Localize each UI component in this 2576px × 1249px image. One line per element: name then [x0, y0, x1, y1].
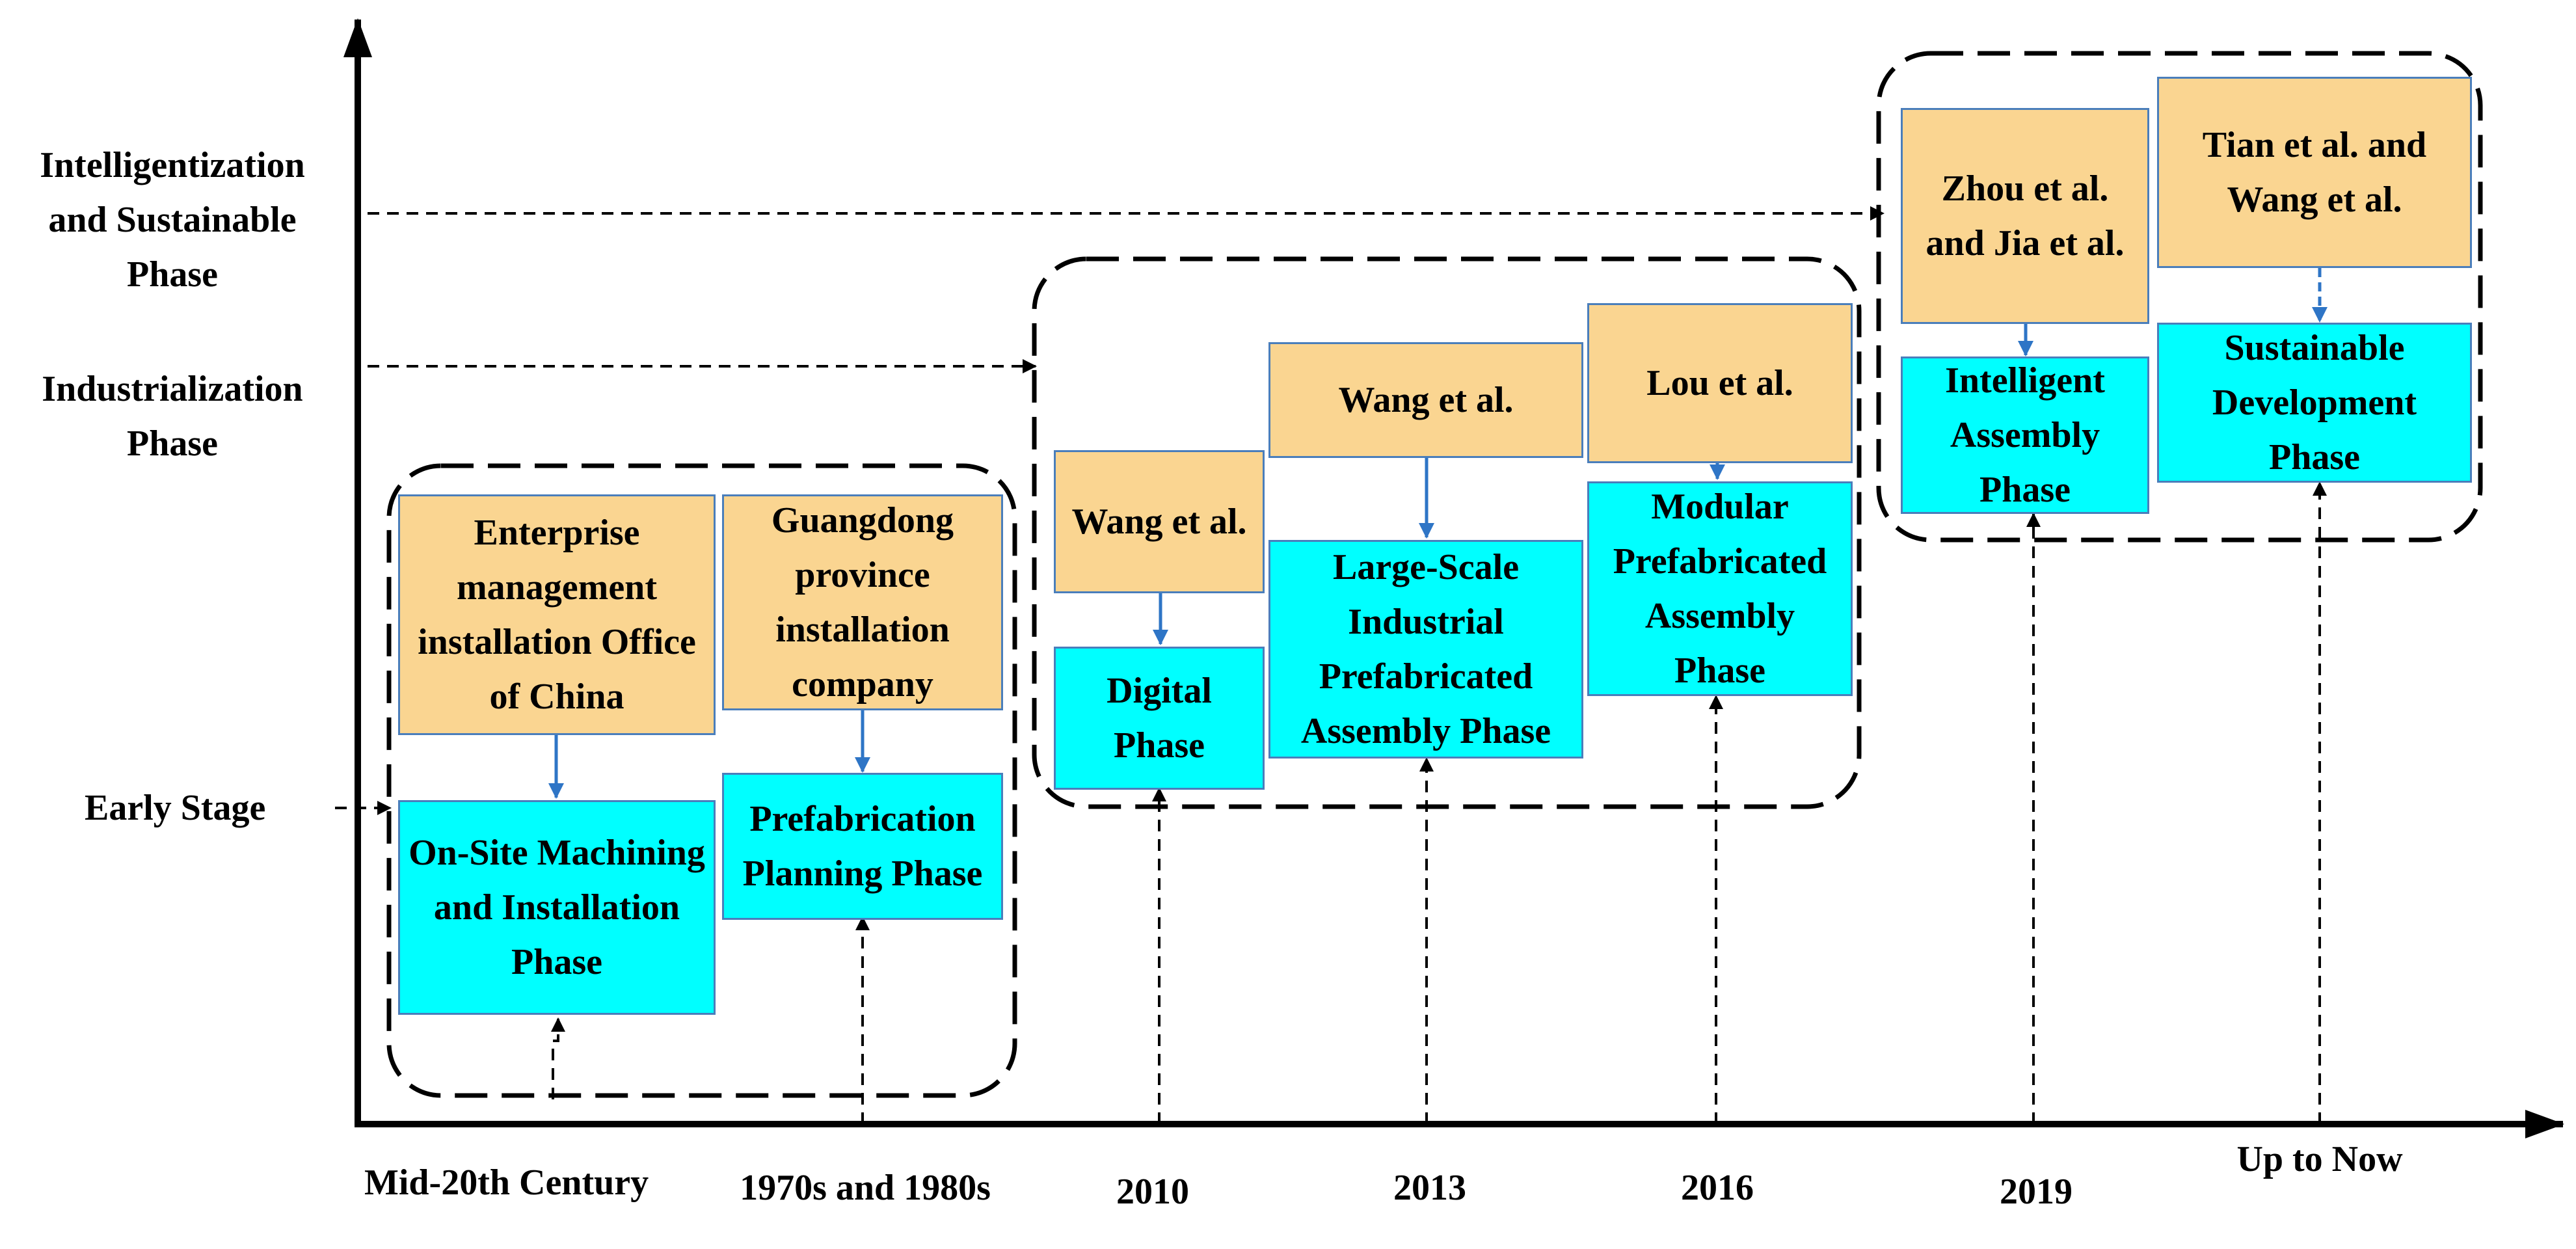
- phase-box-digital: Digital Phase: [1054, 647, 1265, 790]
- phase-box-large-scale-industrial: Large-Scale Industrial Prefabricated Ass…: [1268, 540, 1583, 759]
- phase-box-prefabrication-planning: Prefabrication Planning Phase: [722, 773, 1003, 920]
- author-box-tian-wang: Tian et al. and Wang et al.: [2157, 77, 2472, 268]
- x-label-2010: 2010: [1116, 1172, 1189, 1212]
- x-label-2019: 2019: [2000, 1172, 2073, 1212]
- author-box-wang-2010: Wang et al.: [1054, 450, 1265, 593]
- author-box-zhou-jia: Zhou et al. and Jia et al.: [1901, 108, 2149, 324]
- phase-box-intelligent-assembly: Intelligent Assembly Phase: [1901, 356, 2149, 514]
- phase-box-modular-prefabricated: Modular Prefabricated Assembly Phase: [1587, 481, 1853, 696]
- x-label-1970s-1980s: 1970s and 1980s: [740, 1168, 991, 1208]
- author-box-lou-2016: Lou et al.: [1587, 303, 1853, 463]
- y-label-industrialization: Industrialization Phase: [42, 369, 303, 464]
- x-label-2016: 2016: [1681, 1168, 1754, 1208]
- author-box-guangdong: Guangdong province installation company: [722, 494, 1003, 710]
- author-box-wang-2013: Wang et al.: [1268, 342, 1583, 458]
- early-stage-frame: [386, 463, 1017, 1098]
- intelligentization-frame: [1876, 51, 2483, 543]
- y-label-early-stage: Early Stage: [85, 788, 266, 828]
- phase-box-sustainable-development: Sustainable Development Phase: [2157, 323, 2472, 483]
- industrialization-frame: [1032, 256, 1862, 809]
- x-label-mid-20th-century: Mid-20th Century: [364, 1162, 649, 1203]
- y-label-intelligentization: Intelligentization and Sustainable Phase: [40, 145, 305, 295]
- time-arrow-mid-20th: [551, 1017, 565, 1099]
- x-label-up-to-now: Up to Now: [2236, 1139, 2403, 1179]
- author-box-enterprise-management: Enterprise management installation Offic…: [398, 494, 716, 735]
- x-label-2013: 2013: [1393, 1168, 1466, 1208]
- phase-box-on-site-machining: On-Site Machining and Installation Phase: [398, 800, 716, 1015]
